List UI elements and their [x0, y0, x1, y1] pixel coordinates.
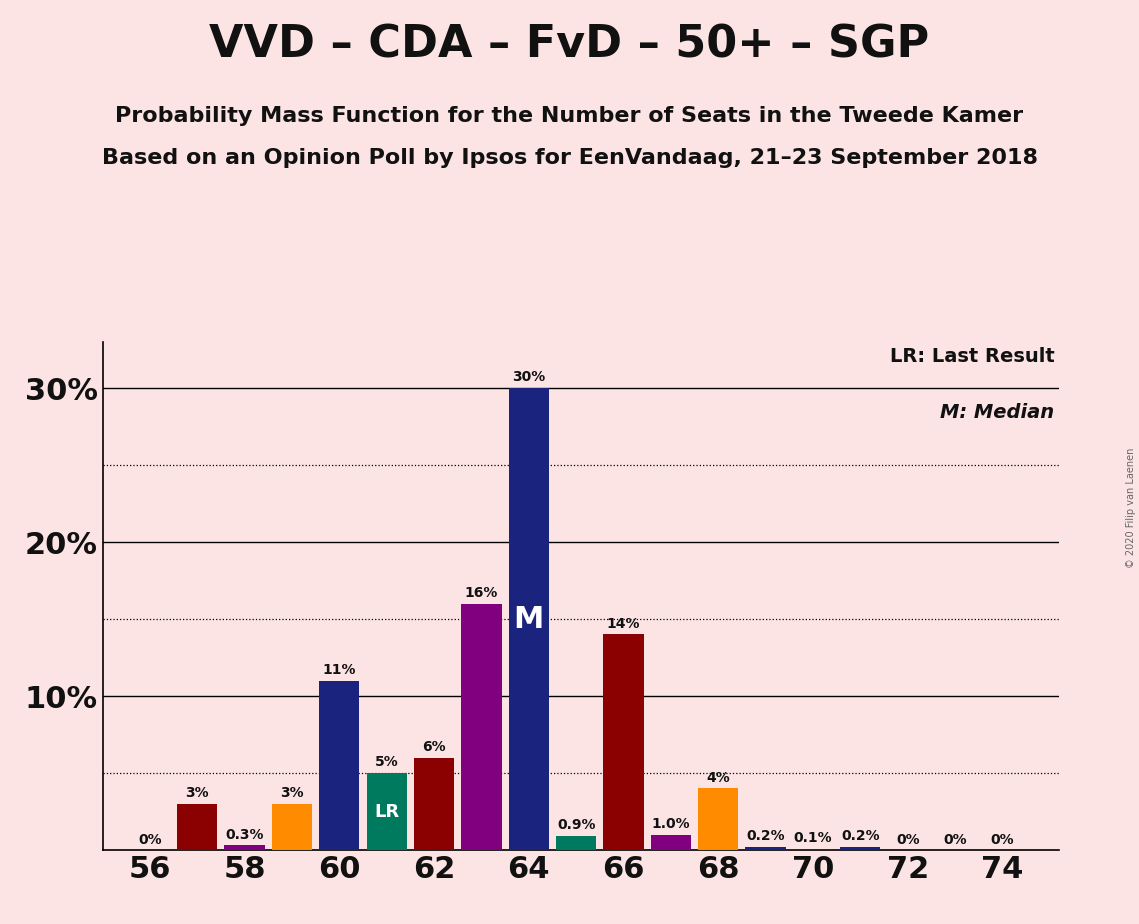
Text: 3%: 3% [186, 786, 210, 800]
Text: 0.2%: 0.2% [841, 829, 879, 843]
Text: 0.3%: 0.3% [226, 828, 264, 842]
Text: 6%: 6% [423, 740, 445, 754]
Bar [793, 848, 833, 850]
Text: 11%: 11% [322, 663, 357, 676]
Text: 16%: 16% [465, 586, 498, 600]
Text: 0%: 0% [138, 833, 162, 847]
Bar [224, 845, 264, 850]
Text: 14%: 14% [607, 616, 640, 630]
Text: 1.0%: 1.0% [652, 817, 690, 831]
Text: LR: LR [374, 803, 400, 821]
Bar [367, 773, 407, 850]
Text: 0%: 0% [991, 833, 1014, 847]
Bar [272, 804, 312, 850]
Bar [698, 788, 738, 850]
Text: 3%: 3% [280, 786, 304, 800]
Bar [604, 635, 644, 850]
Bar [177, 804, 218, 850]
Text: 0%: 0% [943, 833, 967, 847]
Bar [461, 603, 501, 850]
Bar [319, 681, 360, 850]
Text: M: M [514, 604, 544, 634]
Text: Probability Mass Function for the Number of Seats in the Tweede Kamer: Probability Mass Function for the Number… [115, 106, 1024, 127]
Text: LR: Last Result: LR: Last Result [890, 346, 1055, 366]
Bar [650, 834, 691, 850]
Text: 0.1%: 0.1% [794, 831, 833, 845]
Text: M: Median: M: Median [941, 403, 1055, 422]
Text: 4%: 4% [706, 771, 730, 784]
Bar [509, 388, 549, 850]
Bar [413, 758, 454, 850]
Text: VVD – CDA – FvD – 50+ – SGP: VVD – CDA – FvD – 50+ – SGP [210, 23, 929, 67]
Text: © 2020 Filip van Laenen: © 2020 Filip van Laenen [1126, 448, 1136, 568]
Bar [746, 847, 786, 850]
Text: Based on an Opinion Poll by Ipsos for EenVandaag, 21–23 September 2018: Based on an Opinion Poll by Ipsos for Ee… [101, 148, 1038, 168]
Bar [556, 836, 597, 850]
Bar [841, 847, 880, 850]
Text: 0.9%: 0.9% [557, 819, 596, 833]
Text: 0%: 0% [896, 833, 919, 847]
Text: 0.2%: 0.2% [746, 829, 785, 843]
Text: 5%: 5% [375, 755, 399, 769]
Text: 30%: 30% [513, 371, 546, 384]
